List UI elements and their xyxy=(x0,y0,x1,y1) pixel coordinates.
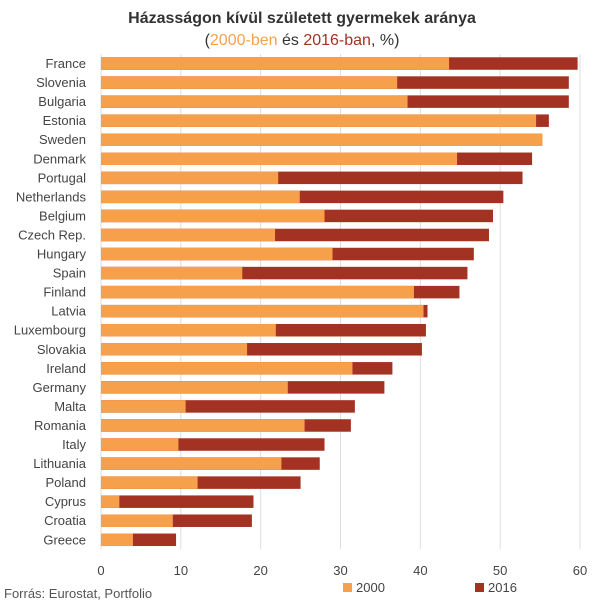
category-label-france: France xyxy=(46,56,86,71)
subtitle-open: ( xyxy=(205,32,211,49)
bar-2000-portugal xyxy=(101,171,279,185)
category-label-cyprus: Cyprus xyxy=(45,494,87,509)
legend: 2000 2016 xyxy=(343,580,517,595)
bar-2000-hungary xyxy=(101,247,333,261)
category-label-slovenia: Slovenia xyxy=(36,75,87,90)
category-label-latvia: Latvia xyxy=(51,304,86,319)
bar-2000-czech-rep xyxy=(101,228,276,242)
bar-2000-bulgaria xyxy=(101,95,408,108)
x-tick-label-50: 50 xyxy=(493,563,507,578)
bar-2000-netherlands xyxy=(101,190,300,204)
bar-2000-italy xyxy=(101,438,179,451)
category-label-malta: Malta xyxy=(54,399,87,414)
category-label-ireland: Ireland xyxy=(46,361,86,376)
bar-2000-ireland xyxy=(101,362,353,375)
bar-2000-sweden xyxy=(101,133,543,146)
category-label-spain: Spain xyxy=(53,266,86,281)
bar-2000-denmark xyxy=(101,152,458,166)
legend-label-2000: 2000 xyxy=(356,580,385,595)
category-label-czech-rep: Czech Rep. xyxy=(18,227,86,242)
legend-swatch-2016 xyxy=(475,583,484,592)
legend-swatch-2000 xyxy=(343,583,352,592)
category-label-lithuania: Lithuania xyxy=(33,456,87,471)
category-label-italy: Italy xyxy=(62,437,86,452)
category-label-poland: Poland xyxy=(46,475,86,490)
bar-2000-cyprus xyxy=(101,495,120,508)
x-tick-label-40: 40 xyxy=(413,563,427,578)
bars xyxy=(101,57,578,547)
bar-2016-cyprus xyxy=(101,495,254,508)
bar-2000-germany xyxy=(101,381,288,394)
category-label-portugal: Portugal xyxy=(38,170,87,185)
bar-2000-romania xyxy=(101,419,305,432)
category-label-luxembourg: Luxembourg xyxy=(14,323,86,338)
category-label-germany: Germany xyxy=(33,380,87,395)
subtitle-year1: 2000-ben xyxy=(210,32,278,49)
category-label-denmark: Denmark xyxy=(33,151,86,166)
bar-2000-belgium xyxy=(101,209,325,223)
bar-2000-spain xyxy=(101,266,243,280)
category-label-hungary: Hungary xyxy=(37,247,87,262)
bar-2000-estonia xyxy=(101,114,537,127)
category-label-finland: Finland xyxy=(43,285,86,300)
bar-2000-finland xyxy=(101,285,414,299)
subtitle-close: , %) xyxy=(371,32,399,49)
category-label-belgium: Belgium xyxy=(39,208,86,223)
x-tick-label-20: 20 xyxy=(253,563,267,578)
x-tick-label-30: 30 xyxy=(333,563,347,578)
bar-2000-slovakia xyxy=(101,343,248,356)
category-label-greece: Greece xyxy=(43,532,86,547)
subtitle-year2: 2016-ban xyxy=(303,32,371,49)
chart-title: Házasságon kívül született gyermekek ará… xyxy=(128,10,476,27)
grid xyxy=(100,54,581,550)
category-label-estonia: Estonia xyxy=(43,113,87,128)
category-label-sweden: Sweden xyxy=(39,132,86,147)
bar-2000-luxembourg xyxy=(101,323,276,337)
category-label-croatia: Croatia xyxy=(44,513,87,528)
bar-2000-france xyxy=(101,57,450,70)
bar-2000-croatia xyxy=(101,514,173,527)
bar-2000-poland xyxy=(101,476,198,489)
category-label-romania: Romania xyxy=(34,418,87,433)
bar-2000-malta xyxy=(101,400,186,413)
x-tick-label-10: 10 xyxy=(174,563,188,578)
category-label-slovakia: Slovakia xyxy=(37,342,87,357)
x-tick-label-0: 0 xyxy=(97,563,104,578)
subtitle-mid: és xyxy=(278,32,304,49)
bar-2000-latvia xyxy=(101,304,424,318)
legend-label-2016: 2016 xyxy=(488,580,517,595)
category-labels: France Slovenia Bulgaria Estonia Sweden Denma… xyxy=(14,56,87,547)
x-tick-label-60: 60 xyxy=(573,563,587,578)
chart-subtitle: (2000-ben és 2016-ban, %) xyxy=(205,32,400,49)
bar-2000-greece xyxy=(101,533,133,547)
bar-2000-lithuania xyxy=(101,457,282,470)
category-label-netherlands: Netherlands xyxy=(16,189,87,204)
bar-2000-slovenia xyxy=(101,76,398,89)
source-note: Forrás: Eurostat, Portfolio xyxy=(4,586,152,601)
category-label-bulgaria: Bulgaria xyxy=(38,94,86,109)
x-axis-ticks: 0 10 20 30 40 50 60 xyxy=(97,563,587,578)
